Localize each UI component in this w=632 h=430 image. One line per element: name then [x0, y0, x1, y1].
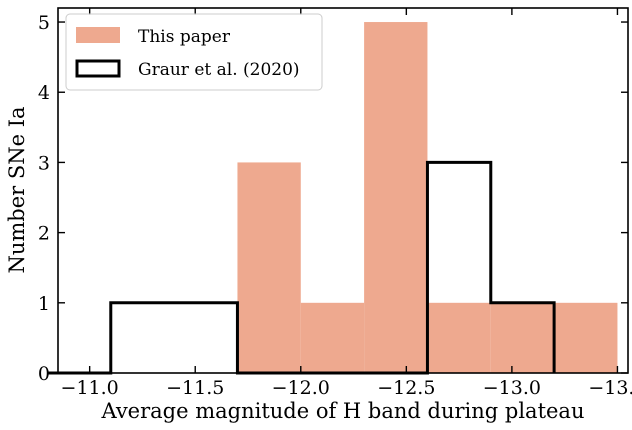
- legend-swatch-graur: [75, 59, 121, 78]
- x-tick-label: −13.5: [588, 377, 632, 399]
- legend-box: [65, 13, 323, 91]
- y-tick-label: 5: [38, 12, 50, 34]
- axis-ticks: −11.0 −11.5 −12.0 −12.5 −13.0 −13.5 0 1 2 3 4 5: [38, 8, 632, 399]
- y-tick-label: 1: [38, 293, 50, 315]
- y-tick-label: 4: [38, 82, 50, 104]
- bar-this-paper-2: [364, 22, 428, 374]
- bar-this-paper-1: [300, 302, 365, 373]
- bar-this-paper-0: [237, 162, 301, 373]
- legend: This paper Graur et al. (2020): [65, 13, 323, 91]
- plot-frame: [57, 7, 629, 374]
- bar-this-paper-4: [490, 302, 555, 373]
- legend-label-this-paper: This paper: [138, 27, 231, 47]
- legend-label-graur: Graur et al. (2020): [138, 60, 300, 80]
- y-tick-label: 2: [38, 223, 50, 245]
- y-tick-label: 3: [38, 152, 50, 174]
- y-axis-label: Number SNe Ia: [5, 106, 29, 273]
- filled-histogram: [237, 22, 618, 374]
- x-tick-label: −12.5: [377, 377, 435, 399]
- y-tick-label: 0: [38, 363, 50, 385]
- legend-swatch-this-paper: [76, 27, 120, 43]
- bar-this-paper-3: [427, 302, 491, 373]
- x-tick-label: −13.0: [483, 377, 541, 399]
- x-tick-label: −11.5: [166, 377, 224, 399]
- x-tick-label: −11.0: [61, 377, 119, 399]
- bar-this-paper-5: [554, 302, 618, 373]
- x-tick-label: −12.0: [272, 377, 330, 399]
- x-axis-label: Average magnitude of H band during plate…: [101, 399, 585, 423]
